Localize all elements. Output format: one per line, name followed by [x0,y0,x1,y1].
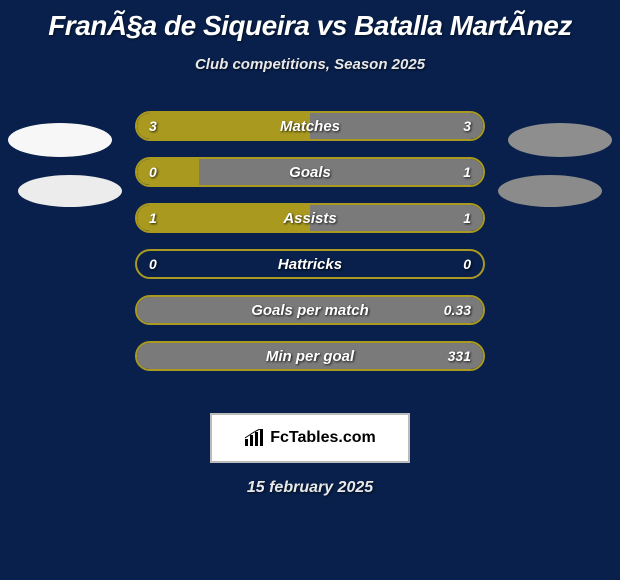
bar-fill-right [310,113,483,139]
bar-fill-left [137,205,310,231]
stat-row: 331Min per goal [135,341,485,371]
bars-container: 33Matches 01Goals 11Assists 0 0Hattricks 0.33… [135,111,485,387]
bar-fill-left [137,113,310,139]
player-right-ellipse-2 [498,175,602,207]
page-title: FranÃ§a de Siqueira vs Batalla MartÃ­nez [0,0,620,42]
source-badge-text: FcTables.com [270,429,376,447]
player-left-ellipse-1 [8,123,112,157]
bar-fill-right [310,205,483,231]
stat-row: 0 0Hattricks [135,249,485,279]
comparison-chart: 33Matches 01Goals 11Assists 0 0Hattricks 0.33… [0,111,620,401]
source-badge: FcTables.com [210,413,410,463]
stat-value-right: 0 [463,251,471,277]
bar-fill-left [137,159,199,185]
stat-value-left: 0 [149,251,157,277]
stat-row: 01Goals [135,157,485,187]
stat-label: Hattricks [137,251,483,277]
stat-row: 33Matches [135,111,485,141]
bar-fill-right [137,297,483,323]
stat-row: 11Assists [135,203,485,233]
footer-date: 15 february 2025 [0,479,620,497]
bar-fill-right [199,159,483,185]
chart-icon [244,429,264,447]
bar-fill-right [137,343,483,369]
subtitle: Club competitions, Season 2025 [0,56,620,73]
player-left-ellipse-2 [18,175,122,207]
player-right-ellipse-1 [508,123,612,157]
stat-row: 0.33Goals per match [135,295,485,325]
